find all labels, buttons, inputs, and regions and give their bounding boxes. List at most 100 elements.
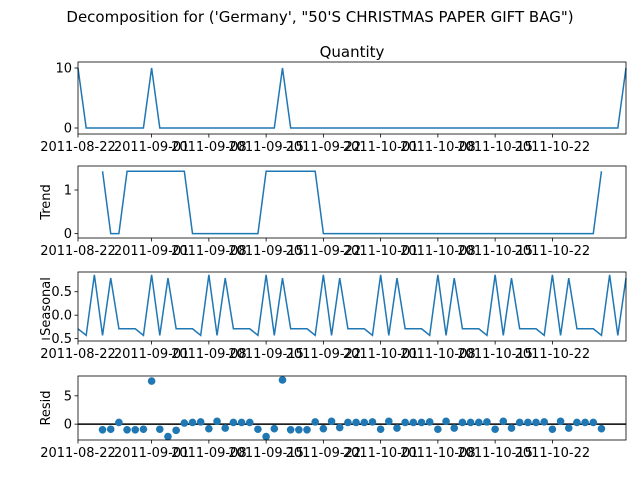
quantity-x-tick-label: 2011-09-08 xyxy=(171,140,247,155)
resid-point xyxy=(155,425,164,434)
quantity-axes-frame xyxy=(77,61,627,135)
seasonal-x-tick-label: 2011-10-08 xyxy=(400,347,476,362)
resid-x-tick-label: 2011-09-15 xyxy=(228,446,304,461)
quantity-series-line xyxy=(77,67,627,129)
resid-y-tick-label: 5 xyxy=(64,389,72,404)
resid-point xyxy=(499,417,508,426)
seasonal-x-tick-label: 2011-09-01 xyxy=(114,347,190,362)
resid-point xyxy=(483,418,491,426)
quantity-x-tick-label: 2011-10-15 xyxy=(457,140,533,155)
resid-point xyxy=(172,426,180,435)
quantity-y-tick-label: 0 xyxy=(64,122,72,137)
resid-point xyxy=(556,417,565,426)
resid-point xyxy=(515,418,524,427)
resid-x-tick-label: 2011-10-01 xyxy=(343,446,419,461)
resid-point xyxy=(147,377,156,385)
seasonal-y-tick-label: 0.0 xyxy=(51,309,72,324)
quantity-y-tick-label: 10 xyxy=(55,62,72,77)
resid-y-label: Resid xyxy=(39,390,54,425)
resid-y-tick-label: 0 xyxy=(64,418,72,433)
resid-point xyxy=(401,418,409,427)
seasonal-x-tick-label: 2011-10-01 xyxy=(343,347,419,362)
resid-point xyxy=(532,418,540,427)
seasonal-x-tick-label: 2011-09-15 xyxy=(228,347,304,362)
seasonal-panel: −0.5 0.0 0.5 2011-08-222011-09-012011-09-08… xyxy=(39,271,627,362)
seasonal-x-tick-label: 2011-08-22 xyxy=(40,347,116,362)
resid-point xyxy=(548,425,557,434)
resid-point xyxy=(434,425,442,434)
quantity-x-tick-label: 2011-10-01 xyxy=(343,140,419,155)
resid-x-tick-label: 2011-10-08 xyxy=(400,446,476,461)
quantity-x-tick-label: 2011-10-22 xyxy=(515,140,591,155)
resid-point xyxy=(180,419,189,427)
resid-point xyxy=(295,426,303,434)
resid-point xyxy=(466,418,475,427)
resid-point xyxy=(254,425,262,434)
resid-point xyxy=(458,418,467,427)
resid-point xyxy=(450,424,459,432)
seasonal-y-tick-label: −0.5 xyxy=(40,332,72,347)
resid-point xyxy=(311,418,319,426)
resid-point xyxy=(319,424,328,433)
seasonal-x-tick-label: 2011-09-08 xyxy=(171,347,247,362)
trend-y-tick-label: 0 xyxy=(64,227,72,242)
seasonal-y-tick-label: 0.5 xyxy=(51,285,72,300)
trend-x-tick-label: 2011-08-22 xyxy=(40,244,116,259)
resid-x-tick-label: 2011-09-01 xyxy=(114,446,190,461)
resid-point xyxy=(188,418,197,427)
resid-point xyxy=(376,425,385,434)
quantity-x-tick-label: 2011-09-01 xyxy=(114,140,190,155)
seasonal-x-tick-label: 2011-10-15 xyxy=(457,347,533,362)
seasonal-x-tick-label: 2011-10-22 xyxy=(515,347,591,362)
trend-x-tick-label: 2011-10-01 xyxy=(343,244,419,259)
resid-x-tick-label: 2011-08-22 xyxy=(40,446,116,461)
resid-point xyxy=(524,418,532,427)
resid-x-tick-label: 2011-10-15 xyxy=(457,446,533,461)
resid-point xyxy=(205,424,213,433)
resid-point xyxy=(115,418,123,427)
resid-point xyxy=(213,417,221,426)
resid-point xyxy=(123,426,131,434)
trend-x-tick-label: 2011-09-08 xyxy=(171,244,247,259)
resid-point xyxy=(352,418,360,427)
resid-point xyxy=(278,376,287,384)
trend-x-tick-label: 2011-10-22 xyxy=(515,244,591,259)
resid-point xyxy=(327,417,336,426)
resid-point xyxy=(196,418,205,426)
resid-point xyxy=(573,418,581,427)
resid-point xyxy=(425,418,434,426)
quantity-x-tick-label: 2011-09-15 xyxy=(228,140,304,155)
trend-axes-frame xyxy=(77,165,627,239)
seasonal-series-line xyxy=(77,274,627,337)
resid-panel: 052011-08-222011-09-012011-09-082011-09-… xyxy=(39,375,627,461)
resid-point xyxy=(581,418,589,427)
quantity-title: Quantity xyxy=(320,43,385,61)
trend-y-label: Trend xyxy=(39,184,54,221)
panels: 0102011-08-222011-09-012011-09-082011-09… xyxy=(39,43,627,461)
trend-series-line xyxy=(101,170,603,235)
quantity-x-tick-label: 2011-09-22 xyxy=(286,140,362,155)
seasonal-x-tick-label: 2011-09-22 xyxy=(286,347,362,362)
quantity-x-tick-label: 2011-10-08 xyxy=(400,140,476,155)
trend-x-tick-label: 2011-09-01 xyxy=(114,244,190,259)
resid-point xyxy=(368,418,377,426)
resid-point xyxy=(507,424,516,432)
trend-panel: 012011-08-222011-09-012011-09-082011-09-… xyxy=(39,165,627,259)
resid-point xyxy=(164,432,172,441)
resid-point xyxy=(106,425,115,434)
resid-point xyxy=(335,423,344,432)
resid-point xyxy=(229,418,238,427)
resid-point xyxy=(491,425,499,434)
figure-title: Decomposition for ('Germany', "50'S CHRI… xyxy=(66,8,573,26)
resid-point xyxy=(540,418,549,426)
resid-point xyxy=(286,426,295,434)
resid-point xyxy=(139,425,148,434)
resid-point xyxy=(385,417,393,426)
resid-point xyxy=(237,418,246,427)
resid-point xyxy=(393,424,401,432)
trend-x-tick-label: 2011-10-08 xyxy=(400,244,476,259)
resid-x-tick-label: 2011-09-22 xyxy=(286,446,362,461)
resid-point xyxy=(597,424,606,433)
resid-point xyxy=(270,424,279,433)
resid-point xyxy=(564,424,573,432)
